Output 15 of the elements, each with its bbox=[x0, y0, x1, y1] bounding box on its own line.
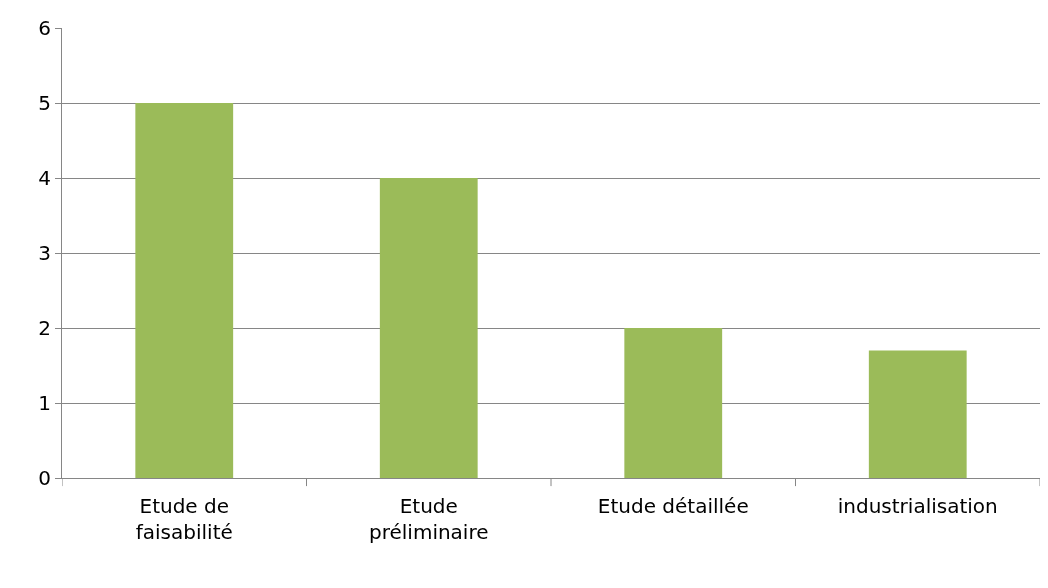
bar bbox=[868, 350, 967, 478]
bar bbox=[624, 328, 723, 478]
bar bbox=[135, 103, 234, 478]
x-tick-label: Etude de faisabilité bbox=[135, 494, 233, 544]
y-tick-label: 5 bbox=[38, 91, 51, 115]
y-tick-label: 1 bbox=[38, 391, 51, 415]
y-tick-label: 2 bbox=[38, 316, 51, 340]
y-tick-label: 6 bbox=[38, 16, 51, 40]
x-tick-label: Etude détaillée bbox=[597, 494, 749, 518]
x-tick-label: Etude préliminaire bbox=[368, 494, 489, 544]
bar bbox=[379, 178, 478, 478]
x-tick-label: industrialisation bbox=[837, 494, 998, 518]
y-tick-label: 4 bbox=[38, 166, 51, 190]
y-tick-label: 3 bbox=[38, 241, 51, 265]
y-tick-label: 0 bbox=[38, 466, 51, 490]
